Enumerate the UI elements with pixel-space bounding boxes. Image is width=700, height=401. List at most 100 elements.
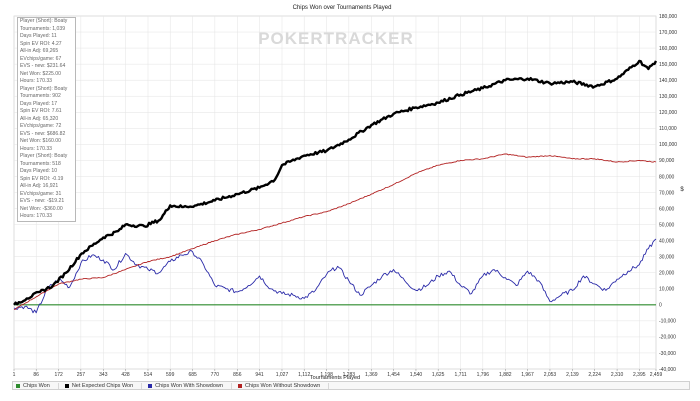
- stats-line: All-in Adj: 16,921: [20, 183, 59, 190]
- y-tick-label: -40,000: [659, 367, 676, 373]
- stats-line: Tournaments: 1,039: [20, 25, 66, 32]
- legend-item[interactable]: Chips Won Without Showdown: [237, 382, 330, 389]
- y-axis-label: $: [680, 187, 684, 193]
- watermark-logo: POKERTRACKER: [258, 29, 414, 48]
- x-tick-label: 1,283: [343, 372, 356, 378]
- legend-label: Chips Won Without Showdown: [244, 382, 321, 389]
- legend-item[interactable]: Chips Won: [16, 382, 59, 389]
- stats-line: All-in Adj: 65,320: [20, 115, 59, 122]
- y-tick-label: 20,000: [659, 271, 675, 277]
- x-tick-label: 1,967: [521, 372, 534, 378]
- x-tick-label: 2,310: [611, 372, 624, 378]
- stats-line: EVchips/game: 67: [20, 55, 62, 62]
- series-line-net-expected-chips-won: [13, 59, 658, 306]
- stats-line: Hours: 170.33: [20, 213, 52, 220]
- x-tick-label: 2,139: [566, 372, 579, 378]
- stats-line: Player (Short): Boaty: [20, 153, 68, 160]
- legend-label: Net Expected Chips Won: [71, 382, 134, 389]
- x-tick-label: 685: [188, 372, 197, 378]
- stats-line: Tournaments: 518: [20, 160, 61, 167]
- y-tick-label: 140,000: [659, 78, 677, 84]
- y-tick-label: 170,000: [659, 30, 677, 36]
- x-tick-label: 2,395: [633, 372, 646, 378]
- x-tick-label: 856: [233, 372, 242, 378]
- x-tick-label: 1,882: [499, 372, 512, 378]
- x-tick-label: 770: [211, 372, 220, 378]
- stats-line: Spin EV ROI: 4.27: [20, 40, 62, 47]
- x-tick-label: 599: [166, 372, 175, 378]
- legend-swatch: [237, 383, 242, 388]
- stats-line: Player (Short): Boaty: [20, 18, 68, 24]
- x-tick-label: 86: [33, 372, 39, 378]
- legend-swatch: [64, 383, 69, 388]
- stats-line: Spin EV ROI: 7.61: [20, 108, 62, 115]
- x-tick-label: 1,796: [477, 372, 490, 378]
- y-tick-label: 180,000: [659, 14, 677, 20]
- stats-line: EVS - new: $231.64: [20, 63, 66, 70]
- x-tick-label: 1,369: [365, 372, 378, 378]
- stats-line: Player (Short): Boaty: [20, 85, 68, 92]
- legend-label: Chips Won With Showdown: [155, 382, 223, 389]
- y-tick-label: 90,000: [659, 158, 675, 164]
- stats-line: Days Played: 10: [20, 168, 58, 175]
- x-tick-label: 1,711: [455, 372, 467, 378]
- x-tick-label: 1,027: [276, 372, 289, 378]
- x-tick-label: 2,459: [650, 372, 663, 378]
- stats-line: EVchips/game: 72: [20, 123, 62, 130]
- legend-swatch: [16, 383, 20, 388]
- y-tick-label: 30,000: [659, 254, 675, 260]
- x-tick-label: 428: [121, 372, 130, 378]
- y-tick-label: -20,000: [659, 335, 676, 341]
- chart-title: Chips Won over Tournaments Played: [293, 5, 392, 11]
- grid-lines: [13, 15, 657, 370]
- y-tick-label: 150,000: [659, 62, 677, 68]
- y-tick-label: 10,000: [659, 287, 675, 293]
- x-tick-label: 514: [144, 372, 153, 378]
- x-tick-label: 343: [99, 372, 108, 378]
- stats-line: EVchips/game: 31: [20, 190, 62, 197]
- y-tick-label: 110,000: [659, 126, 677, 132]
- legend-swatch: [148, 383, 153, 388]
- stats-line: Days Played: 11: [20, 33, 57, 40]
- stats-line: Tournaments: 902: [20, 93, 61, 100]
- series-lines: [13, 59, 658, 314]
- series-line-chips-won-without-showdown: [13, 153, 657, 311]
- x-tick-label: 172: [54, 372, 63, 378]
- x-tick-label: 1,454: [387, 372, 400, 378]
- x-tick-label: 1,198: [320, 372, 333, 378]
- x-tick-label: 1,625: [432, 372, 445, 378]
- y-tick-label: 0: [659, 303, 662, 309]
- x-tick-label: 1: [13, 372, 16, 378]
- stats-line: EVS - new: -$19.21: [20, 198, 65, 205]
- stats-line: Hours: 170.33: [20, 145, 52, 152]
- x-tick-label: 2,053: [544, 372, 557, 378]
- legend-item[interactable]: Net Expected Chips Won: [64, 382, 143, 389]
- x-tick-label: 1,540: [410, 372, 423, 378]
- stats-line: EVS - new: $686.82: [20, 130, 66, 137]
- stats-line: Net Won: -$360.00: [20, 205, 63, 212]
- y-tick-label: 50,000: [659, 222, 675, 228]
- stats-line: Spin EV ROI: -0.19: [20, 175, 64, 182]
- y-tick-label: 130,000: [659, 94, 677, 100]
- legend-label: Chips Won: [23, 382, 50, 389]
- x-tick-label: 941: [255, 372, 264, 378]
- legend-item[interactable]: Chips Won With Showdown: [148, 382, 232, 389]
- y-tick-label: 120,000: [659, 110, 677, 116]
- y-tick-label: 60,000: [659, 206, 675, 212]
- x-tick-label: 2,224: [588, 372, 601, 378]
- x-tick-label: 257: [77, 372, 86, 378]
- series-line-chips-won-with-showdown: [13, 238, 657, 314]
- y-tick-label: 80,000: [659, 174, 675, 180]
- x-tick-label: 1,112: [298, 372, 310, 378]
- y-tick-label: -30,000: [659, 351, 676, 357]
- stats-line: Net Won: $225.00: [20, 70, 61, 77]
- x-axis-label: Tournaments Played: [310, 375, 360, 381]
- y-tick-label: 100,000: [659, 142, 677, 148]
- y-tick-label: -10,000: [659, 319, 676, 325]
- stats-line: Days Played: 17: [20, 100, 58, 107]
- legend: Chips Won Net Expected Chips Won Chips Won…: [12, 381, 690, 390]
- y-tick-label: 40,000: [659, 238, 675, 244]
- stats-line: All-in Adj: 69,265: [20, 48, 59, 55]
- y-tick-label: 70,000: [659, 190, 675, 196]
